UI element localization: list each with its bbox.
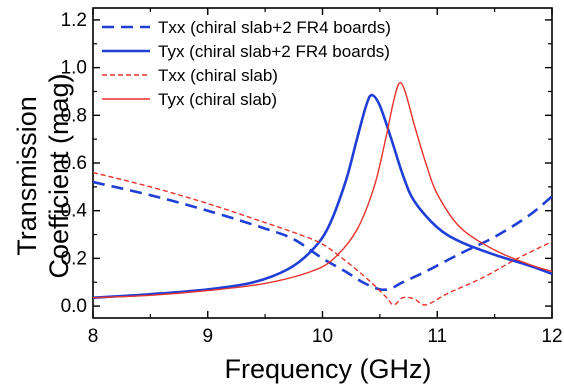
- series-line-3: [93, 171, 552, 306]
- y-axis-title-line-2: Coefficient (mag): [44, 73, 74, 278]
- y-tick-label: 0.8: [61, 105, 87, 126]
- legend-label-1: Txx (chiral slab+2 FR4 boards): [158, 18, 391, 37]
- x-tick-label: 8: [88, 326, 99, 347]
- y-tick-label: 0.4: [61, 201, 88, 222]
- legend: Txx (chiral slab+2 FR4 boards) Tyx (chira…: [102, 18, 391, 109]
- y-tick-label: 1.0: [61, 58, 87, 79]
- y-axis-title-line-1: Transmission: [12, 96, 42, 256]
- x-tick-label: 11: [427, 326, 447, 347]
- series-line-2: [93, 93, 552, 300]
- x-axis-title: Frequency (GHz): [224, 354, 431, 384]
- y-tick-label: 1.2: [61, 10, 87, 31]
- y-tick-label: 0.0: [61, 296, 87, 317]
- legend-label-3: Txx (chiral slab): [158, 66, 278, 85]
- legend-label-4: Tyx (chiral slab): [158, 90, 277, 109]
- y-axis-title: Transmission Coefficient (mag): [12, 73, 74, 278]
- x-tick-label: 10: [312, 326, 333, 347]
- y-tick-label: 0.2: [61, 248, 87, 269]
- y-tick-label: 0.6: [61, 153, 87, 174]
- plot-area: 8 9 10 11 12 0.0 0.2 0.4 0.6 0.8 1.0 1.2: [61, 7, 563, 347]
- series-lines: [93, 82, 552, 306]
- x-tick-label: 12: [541, 326, 562, 347]
- series-line-4: [93, 82, 552, 299]
- x-tick-label: 9: [202, 326, 213, 347]
- legend-label-2: Tyx (chiral slab+2 FR4 boards): [158, 42, 390, 61]
